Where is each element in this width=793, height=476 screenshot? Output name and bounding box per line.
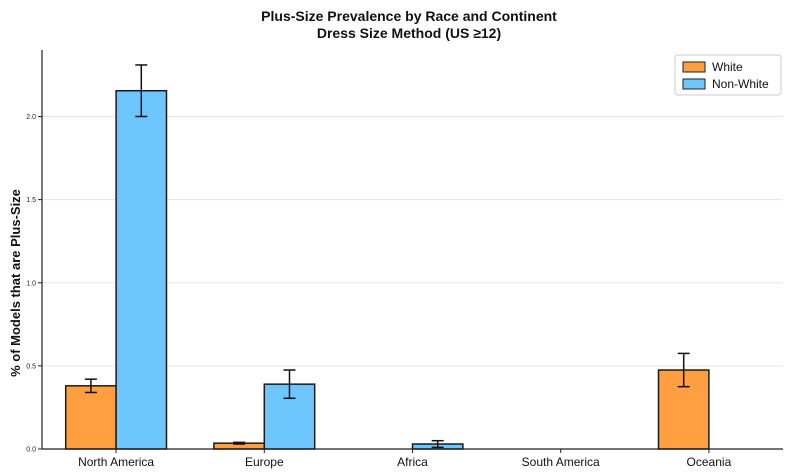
x-tick-label: Oceania — [687, 455, 732, 469]
chart-title: Plus-Size Prevalence by Race and Contine… — [261, 8, 557, 24]
y-tick-label: 2.0 — [26, 114, 36, 121]
error-bars — [84, 64, 690, 449]
x-tick-label: Africa — [397, 455, 428, 469]
y-tick-label: 0.0 — [26, 447, 36, 454]
y-axis-label: % of Models that are Plus-Size — [8, 189, 23, 377]
legend-label-white: White — [712, 60, 743, 74]
x-tick-label: South America — [522, 455, 600, 469]
y-tick-label: 1.0 — [26, 280, 36, 287]
y-tick-label: 1.5 — [26, 197, 36, 204]
legend-swatch-non-white — [682, 78, 706, 90]
x-tick-label: Europe — [245, 455, 284, 469]
x-tick-label: North America — [78, 455, 154, 469]
chart-subtitle: Dress Size Method (US ≥12) — [317, 25, 501, 41]
x-ticks: North America Europe Africa South America Oc… — [78, 449, 732, 469]
bar-non-white-north-america — [115, 89, 168, 450]
y-tick-label: 0.5 — [26, 363, 36, 370]
bars — [64, 89, 710, 450]
legend-label-non-white: Non-White — [712, 77, 769, 91]
y-ticks: 0.0 0.5 1.0 1.5 2.0 — [26, 114, 42, 454]
bar-white-north-america — [64, 385, 117, 450]
legend-swatch-white — [682, 61, 706, 73]
legend: White Non-White — [674, 54, 782, 96]
